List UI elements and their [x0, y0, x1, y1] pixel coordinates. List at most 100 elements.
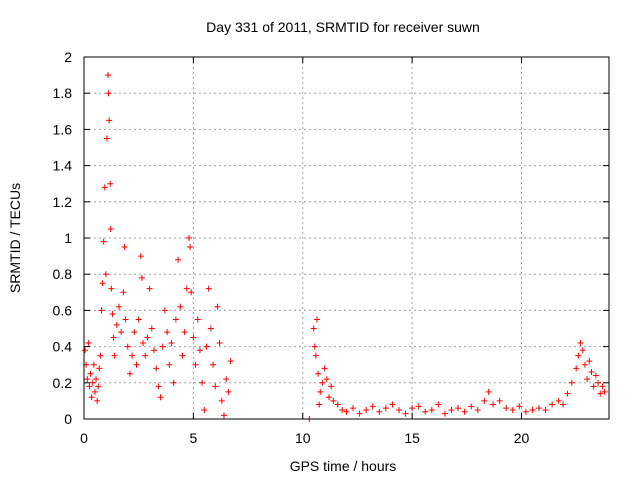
data-point: [474, 406, 481, 413]
data-point: [91, 388, 98, 395]
data-point: [529, 406, 536, 413]
data-point: [435, 401, 442, 408]
ticks: 00.20.40.60.811.21.41.61.820 5 10 15 20: [53, 49, 609, 446]
data-point: [133, 361, 140, 368]
data-point: [396, 406, 402, 413]
data-point: [601, 388, 608, 395]
data-point: [201, 406, 208, 413]
data-point: [105, 72, 112, 79]
data-point: [536, 405, 542, 412]
data-point: [330, 397, 337, 404]
x-tick-label: 5: [189, 430, 197, 446]
data-point: [382, 405, 389, 412]
data-point: [107, 225, 114, 232]
data-point: [96, 365, 103, 372]
data-point: [93, 376, 100, 383]
data-point: [129, 352, 136, 359]
data-point: [164, 329, 171, 336]
data-point: [157, 394, 164, 401]
data-point: [522, 408, 529, 415]
data-point: [321, 365, 328, 372]
data-point: [94, 397, 101, 404]
x-tick-label: 10: [295, 430, 311, 446]
data-point: [317, 388, 324, 395]
data-point: [356, 410, 363, 417]
data-point: [101, 184, 108, 191]
data-point: [595, 379, 602, 386]
data-point: [428, 406, 435, 413]
data-point: [86, 383, 93, 390]
data-point: [151, 347, 157, 354]
data-point: [549, 401, 556, 408]
data-point: [179, 352, 186, 359]
data-point: [221, 412, 227, 419]
data-point: [95, 383, 102, 390]
data-points: [82, 72, 608, 422]
grid: [84, 57, 609, 419]
x-tick-label: 15: [404, 430, 420, 446]
data-point: [592, 372, 599, 379]
data-point: [319, 379, 326, 386]
data-point: [153, 365, 160, 372]
data-point: [555, 397, 562, 404]
data-point: [203, 343, 210, 350]
data-point: [485, 388, 492, 395]
data-point: [455, 405, 462, 412]
y-tick-label: 1.8: [53, 85, 73, 101]
data-point: [103, 135, 110, 142]
y-tick-label: 1: [64, 230, 72, 246]
data-point: [109, 311, 116, 318]
y-tick-label: 1.2: [53, 194, 73, 210]
data-point: [579, 347, 586, 354]
data-point: [441, 410, 448, 417]
data-point: [159, 343, 166, 350]
data-point: [205, 285, 212, 292]
data-point: [402, 410, 409, 417]
data-point: [350, 405, 357, 412]
data-point: [422, 408, 429, 415]
data-point: [223, 376, 230, 383]
data-point: [166, 361, 173, 368]
data-point: [122, 316, 129, 323]
y-axis-label: SRMTID / TECUs: [7, 183, 23, 293]
data-point: [369, 403, 376, 410]
data-point: [140, 339, 147, 346]
data-point: [503, 405, 510, 412]
data-point: [326, 394, 332, 401]
data-point: [183, 285, 190, 292]
data-point: [82, 347, 89, 354]
y-tick-label: 0.2: [53, 375, 73, 391]
data-point: [138, 274, 145, 281]
data-point: [194, 316, 201, 323]
y-tick-label: 0: [64, 411, 72, 427]
y-tick-label: 0.8: [53, 266, 73, 282]
data-point: [461, 408, 468, 415]
data-point: [97, 352, 104, 359]
data-point: [146, 285, 153, 292]
data-point: [210, 361, 217, 368]
data-point: [586, 358, 593, 365]
data-point: [573, 365, 580, 372]
data-point: [590, 383, 597, 390]
data-point: [496, 397, 503, 404]
data-point: [516, 403, 523, 410]
data-point: [214, 303, 221, 310]
data-point: [170, 379, 177, 386]
data-point: [120, 289, 127, 296]
data-point: [509, 406, 516, 413]
data-point: [186, 235, 192, 241]
data-point: [343, 408, 350, 415]
data-point: [126, 370, 133, 377]
data-point: [99, 280, 106, 287]
data-point: [100, 238, 107, 245]
y-tick-label: 1.4: [53, 158, 73, 174]
data-point: [137, 253, 144, 260]
data-point: [315, 370, 322, 377]
data-point: [564, 390, 571, 397]
data-point: [581, 361, 588, 368]
data-point: [144, 334, 151, 341]
data-point: [310, 325, 317, 332]
y-tick-label: 2: [64, 49, 72, 65]
data-point: [216, 339, 223, 346]
